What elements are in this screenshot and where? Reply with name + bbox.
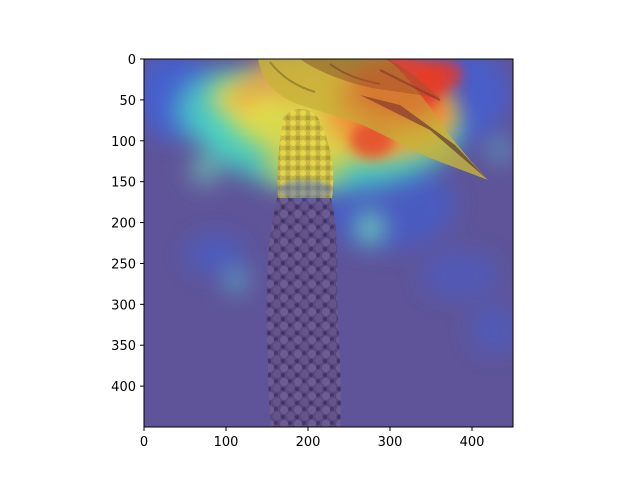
- y-tick-label: 50: [119, 94, 136, 109]
- y-tick-label: 100: [111, 135, 136, 150]
- y-tick-label: 150: [111, 176, 136, 191]
- y-tick-label: 0: [128, 53, 136, 68]
- x-tick-label: 100: [214, 435, 239, 450]
- x-tick-label: 200: [296, 435, 321, 450]
- y-tick-label: 400: [111, 380, 136, 395]
- y-tick-label: 300: [111, 298, 136, 313]
- plot-frame: [143, 58, 514, 428]
- y-axis: 0 50 100 150 200 250 300 350 400: [111, 53, 144, 395]
- flower-stalk: [266, 195, 341, 427]
- x-tick-label: 300: [378, 435, 403, 450]
- x-tick-label: 400: [460, 435, 485, 450]
- y-tick-label: 350: [111, 339, 136, 354]
- flower-top: [277, 109, 334, 200]
- y-tick-label: 250: [111, 257, 136, 272]
- x-tick-label: 0: [140, 435, 148, 450]
- x-axis: 0 100 200 300 400: [140, 427, 485, 450]
- plot-image: [144, 59, 513, 427]
- y-tick-label: 200: [111, 217, 136, 232]
